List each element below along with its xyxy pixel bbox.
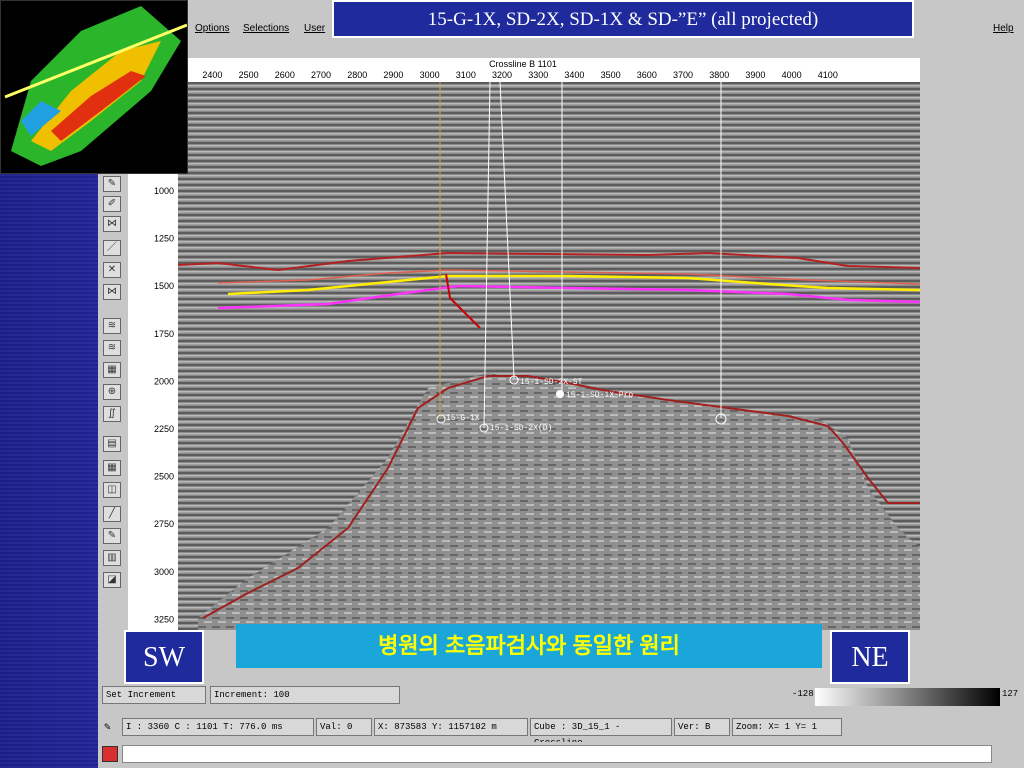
pencil-icon[interactable]: ✎: [104, 722, 111, 734]
y-tick-label: 1250: [154, 234, 174, 244]
value-readout: Val: 0: [316, 718, 372, 736]
cube-readout: Cube : 3D_15_1 - Crossline: [530, 718, 672, 748]
x-tick-label: 3100: [456, 70, 476, 80]
x-tick-label: 3400: [564, 70, 584, 80]
caption-banner: 병원의 초음파검사와 동일한 원리: [236, 624, 822, 668]
pick-icon[interactable]: ✎: [103, 176, 121, 192]
salt-top-horizon: [202, 375, 920, 619]
horizon-magenta: [217, 284, 921, 310]
slide-title: 15-G-1X, SD-2X, SD-1X & SD-”E” (all proj…: [332, 0, 914, 38]
well-label: 15-1-SD-2X-ST: [520, 378, 583, 387]
pencil-icon[interactable]: ✐: [103, 196, 121, 212]
menu-options[interactable]: Options: [195, 23, 230, 34]
menu-help[interactable]: Help: [993, 23, 1014, 34]
version-readout: Ver: B: [674, 718, 730, 736]
pick-icon[interactable]: ⊕: [103, 384, 121, 400]
x-tick-label: 2400: [202, 70, 222, 80]
x-tick-label: 2800: [347, 70, 367, 80]
amplitude-colorbar: [815, 688, 1000, 706]
seismic-section[interactable]: Crossline B 1101 13023002400250026002700…: [128, 58, 921, 630]
tool-palette: ✎ ✐ ⋈ ／ ✕ ⋈ ≋ ≋ ▦ ⊕ ∬ ▤ ▦ ◫ ╱ ✎ ▥ ◪: [98, 174, 126, 594]
x-tick-label: 2500: [239, 70, 259, 80]
xy-readout: X: 873583 Y: 1157102 m: [374, 718, 528, 736]
x-axis-ticks: 1302300240025002600270028002900300031003…: [130, 70, 838, 80]
x-tick-label: 3700: [673, 70, 693, 80]
direction-sw: SW: [124, 630, 204, 684]
x-tick-label: 3500: [601, 70, 621, 80]
menu-selections[interactable]: Selections: [243, 23, 290, 34]
inset-map: [0, 0, 188, 174]
set-increment-label: Set Increment: [102, 686, 206, 704]
y-tick-label: 1750: [154, 329, 174, 339]
wave-icon[interactable]: ∬: [103, 406, 121, 422]
grid-icon[interactable]: ▦: [103, 362, 121, 378]
scale-min-label: -128: [792, 689, 814, 699]
x-tick-label: 4100: [818, 70, 838, 80]
x-tick-label: 3800: [709, 70, 729, 80]
horizon-orange: [217, 269, 921, 285]
well-sd-2x-st: [499, 81, 515, 379]
increment-field[interactable]: Increment: 100: [210, 686, 400, 704]
status-row: Set Increment Increment: 100 -128 127: [98, 686, 1024, 706]
x-tick-label: 2900: [383, 70, 403, 80]
well-marker: [715, 413, 727, 425]
colormap-icon[interactable]: ◪: [103, 572, 121, 588]
x-tick-label: 3600: [637, 70, 657, 80]
y-tick-label: 2250: [154, 424, 174, 434]
well-marker: [556, 390, 564, 398]
x-tick-label: 3200: [492, 70, 512, 80]
section-title: Crossline B 1101: [489, 59, 557, 69]
well-marker: [436, 414, 446, 424]
well-marker: [479, 423, 489, 433]
menu-user[interactable]: User: [304, 23, 326, 34]
well-marker: [509, 375, 519, 385]
x-tick-label: 3900: [745, 70, 765, 80]
x-tick-label: 3300: [528, 70, 548, 80]
y-tick-label: 2000: [154, 376, 174, 386]
salt-body: [198, 373, 920, 630]
horizon-yellow: [227, 274, 921, 296]
horizon-red-top: [177, 251, 921, 272]
app-icon[interactable]: [102, 746, 118, 762]
fault-icon[interactable]: ✕: [103, 262, 121, 278]
pencil-icon[interactable]: ✎: [103, 528, 121, 544]
grid-icon[interactable]: ▥: [103, 550, 121, 566]
crossline-icon[interactable]: ⋈: [103, 216, 121, 232]
direction-ne: NE: [830, 630, 910, 684]
y-tick-label: 2500: [154, 472, 174, 482]
wave-icon[interactable]: ≋: [103, 340, 121, 356]
section-line: [4, 23, 188, 99]
y-tick-label: 1500: [154, 281, 174, 291]
well-label: 15-G-1X: [446, 414, 480, 423]
well-sd-2x: [483, 81, 491, 429]
fault-line: [445, 273, 481, 329]
inline-crossline-readout: I : 3360 C : 1101 T: 776.0 ms: [122, 718, 314, 736]
scale-max-label: 127: [1002, 689, 1019, 699]
crossline-icon[interactable]: ⋈: [103, 284, 121, 300]
line-icon[interactable]: ╱: [103, 506, 121, 522]
x-tick-label: 4000: [782, 70, 802, 80]
y-axis-ticks: 1000 1250 1500 1750 2000 2250 2500 2750 3000 3250: [154, 186, 174, 624]
bottom-bar: [98, 742, 1024, 768]
y-tick-label: 2750: [154, 519, 174, 529]
y-tick-label: 3000: [154, 567, 174, 577]
x-tick-label: 2700: [311, 70, 331, 80]
x-tick-label: 3000: [420, 70, 440, 80]
info-row: ✎ I : 3360 C : 1101 T: 776.0 ms Val: 0 X…: [98, 716, 1024, 748]
zoom-readout: Zoom: X= 1 Y= 1: [732, 718, 842, 736]
well-label: 15-1-SD-2X(D): [490, 424, 552, 433]
grid-icon[interactable]: ▤: [103, 436, 121, 452]
grid-icon[interactable]: ▦: [103, 460, 121, 476]
colormap-icon[interactable]: ◫: [103, 482, 121, 498]
line-icon[interactable]: ／: [103, 240, 121, 256]
well-label: 15-1-SD-1X-Pro: [566, 391, 633, 400]
wave-icon[interactable]: ≋: [103, 318, 121, 334]
x-tick-label: 2600: [275, 70, 295, 80]
message-field[interactable]: [122, 745, 992, 763]
y-tick-label: 1000: [154, 186, 174, 196]
y-tick-label: 3250: [154, 614, 174, 624]
